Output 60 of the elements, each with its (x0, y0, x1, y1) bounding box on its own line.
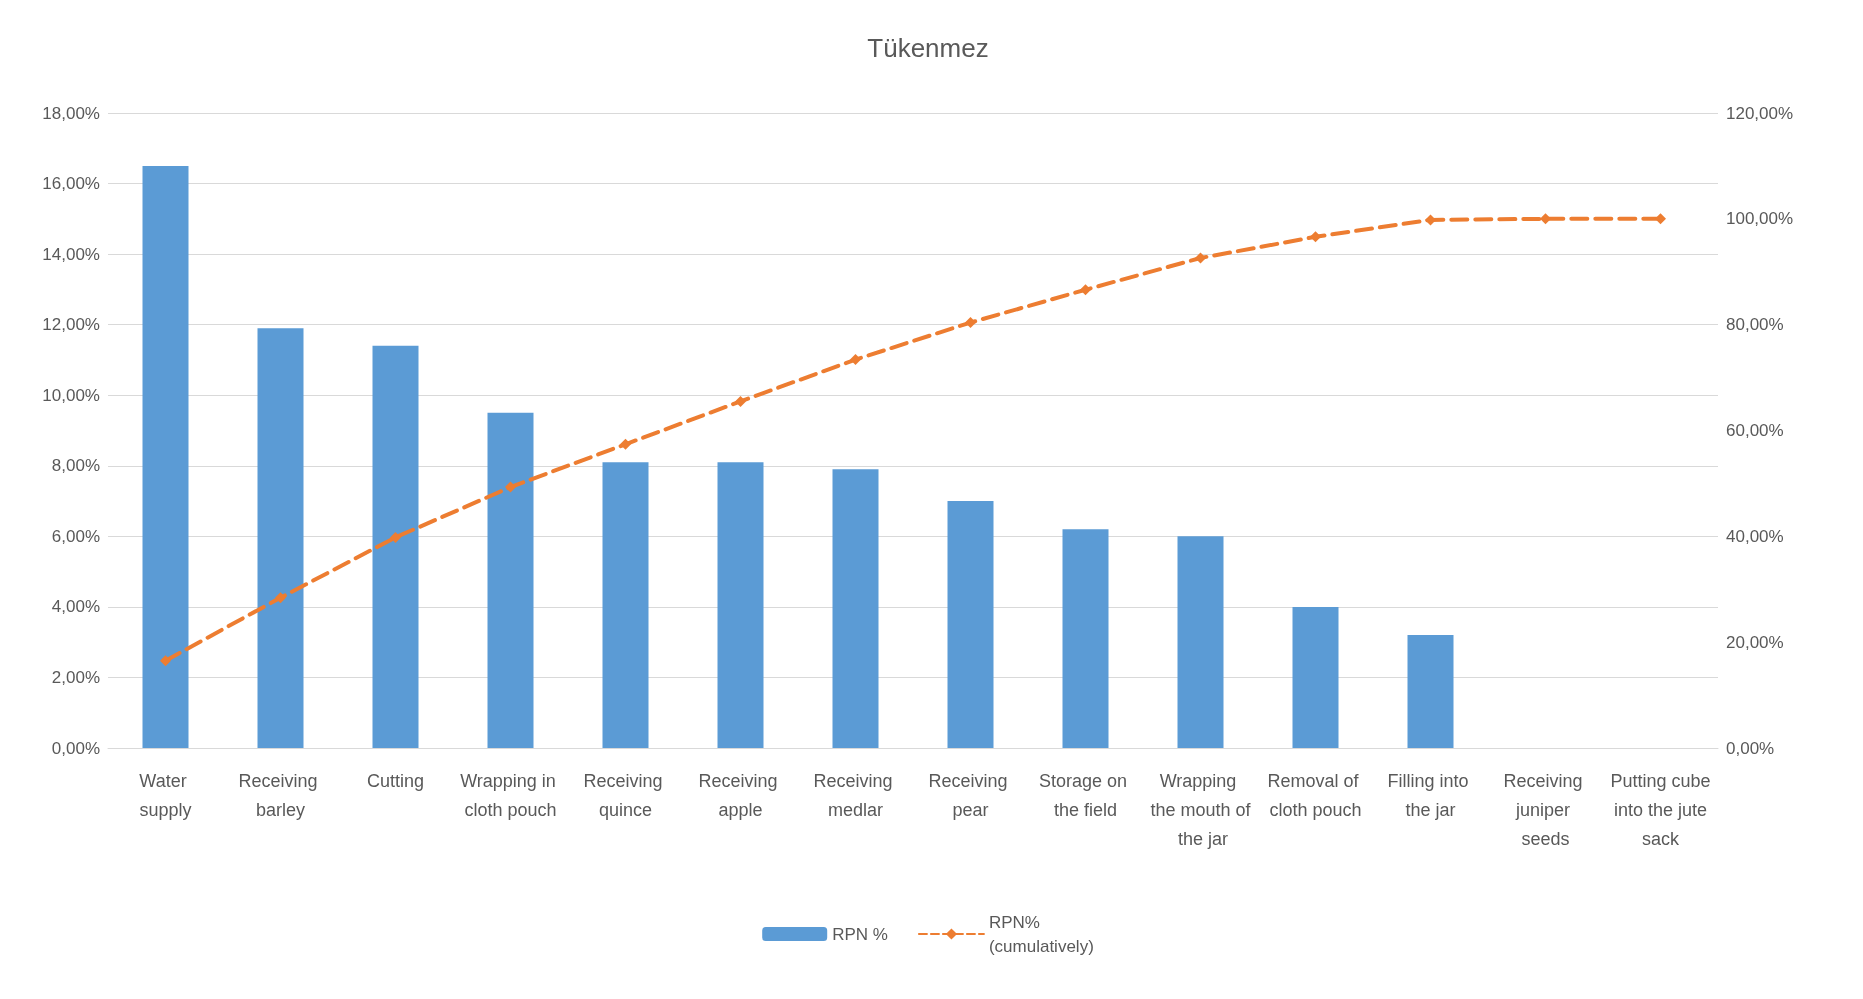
legend-label: RPN % (832, 924, 888, 944)
x-tick-label: Receiving juniper seeds (1503, 770, 1588, 849)
x-tick-label: Putting cube into the jute sack (1608, 770, 1713, 849)
bar (257, 328, 304, 748)
point (735, 395, 746, 407)
point (1655, 213, 1666, 225)
bar (832, 469, 879, 748)
point (965, 317, 976, 329)
x-tick-label: Receiving medlar (813, 770, 898, 820)
bar (142, 165, 189, 748)
x-tick-label: Cutting (366, 770, 425, 791)
y2-tick-label: 20,00% (1726, 632, 1784, 652)
point (505, 481, 516, 493)
point (1195, 252, 1206, 264)
point (1540, 213, 1551, 225)
y2-tick-label: 100,00% (1726, 209, 1794, 229)
bar (1407, 635, 1454, 748)
y-tick-label: 0,00% (51, 738, 100, 758)
x-tick-label: Storage on the field (1038, 770, 1133, 820)
y2-tick-label: 80,00% (1726, 315, 1784, 335)
y-tick-label: 6,00% (51, 526, 100, 546)
bar (1177, 536, 1224, 748)
y-tick-label: 16,00% (42, 174, 100, 194)
point (1425, 214, 1436, 226)
point (620, 438, 631, 450)
y2-tick-label: 60,00% (1726, 421, 1784, 440)
x-tick-label: Wrapping the mouth of the jar (1150, 770, 1252, 849)
y-tick-label: 14,00% (42, 244, 100, 264)
point (160, 655, 171, 667)
y-tick-label: 2,00% (51, 667, 100, 687)
x-tick-label: Wrapping in cloth pouch (460, 770, 561, 820)
bar (947, 501, 994, 748)
x-tick-label: Receiving pear (928, 770, 1013, 820)
bar (487, 412, 534, 748)
point (850, 354, 861, 366)
y-tick-label: 8,00% (51, 456, 100, 476)
y2-tick-label: 120,00% (1726, 103, 1794, 123)
legend-label: RPN% (cumulatively) (988, 912, 1094, 956)
x-tick-label: Water supply (139, 770, 192, 820)
x-tick-label: Removal of cloth pouch (1267, 770, 1364, 820)
bar (1292, 606, 1339, 748)
bar (602, 462, 649, 748)
point (275, 592, 286, 604)
y-tick-label: 4,00% (51, 597, 100, 617)
bar (717, 462, 764, 748)
bar (372, 345, 419, 748)
y-tick-label: 12,00% (42, 315, 100, 335)
point (1080, 284, 1091, 296)
y2-tick-label: 0,00% (1726, 738, 1775, 758)
point (390, 531, 401, 543)
x-tick-label: Filling into the jar (1387, 770, 1474, 820)
y-tick-label: 10,00% (42, 385, 100, 405)
bar (1062, 529, 1109, 748)
x-tick-label: Receiving quince (583, 770, 668, 820)
y-tick-label: 18,00% (42, 103, 100, 123)
y2-tick-label: 40,00% (1726, 526, 1784, 546)
x-tick-label: Receiving barley (238, 770, 323, 820)
point (1310, 231, 1321, 243)
x-tick-label: Receiving apple (698, 770, 783, 820)
chart-title: Tükenmez (867, 33, 989, 63)
